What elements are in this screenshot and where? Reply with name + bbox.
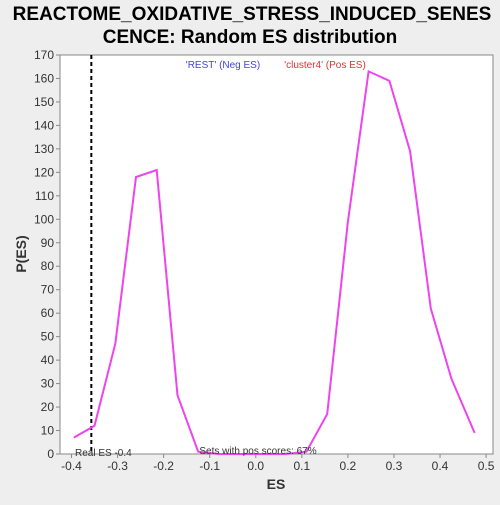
real-es-label: Real ES -0.4 [75,448,132,459]
x-tick-label: 0.3 [386,459,403,473]
y-tick-label: 140 [34,118,54,132]
legend-neg-es: 'REST' (Neg ES) [186,60,260,71]
y-tick-label: 170 [34,48,54,62]
x-tick-label: 0.0 [247,459,264,473]
legend-pos-es: 'cluster4' (Pos ES) [284,60,366,71]
chart-title-line-1: REACTOME_OXIDATIVE_STRESS_INDUCED_SENES [13,4,492,25]
y-tick-label: 40 [41,353,55,367]
x-tick-label: -0.1 [199,459,220,473]
y-tick-label: 150 [34,95,54,109]
y-tick-label: 20 [41,400,55,414]
y-tick-label: 160 [34,71,54,85]
y-tick-label: 110 [35,189,54,203]
x-tick-label: 0.4 [432,459,449,473]
y-tick-label: 0 [47,447,54,461]
y-tick-label: 70 [41,283,55,297]
x-tick-label: -0.2 [153,459,174,473]
chart-title-line-2: CENCE: Random ES distribution [103,27,398,48]
y-tick-label: 30 [41,377,55,391]
y-tick-label: 60 [41,306,55,320]
y-tick-label: 130 [34,142,54,156]
x-tick-label: -0.3 [107,459,128,473]
pos-scores-annotation: Sets with pos scores: 67% [199,446,316,457]
x-axis: -0.4 -0.3 -0.2 -0.1 0.0 0.1 0.2 0.3 0.4 0.5 [61,454,495,473]
y-tick-label: 90 [41,236,55,250]
y-axis-label: P(ES) [13,235,29,272]
y-tick-label: 50 [41,330,55,344]
x-tick-label: 0.1 [293,459,310,473]
y-tick-label: 10 [41,424,55,438]
plot-area [59,54,494,455]
y-tick-label: 120 [34,165,54,179]
x-tick-label: 0.5 [478,459,495,473]
series-line [73,69,476,455]
x-tick-label: 0.2 [340,459,357,473]
y-axis: 0 10 20 30 40 50 60 70 80 90 100 110 120 130 140 150 160… [34,48,60,461]
y-tick-label: 80 [41,259,55,273]
x-axis-label: ES [267,476,286,492]
y-tick-label: 100 [34,212,54,226]
x-tick-label: -0.4 [61,459,82,473]
